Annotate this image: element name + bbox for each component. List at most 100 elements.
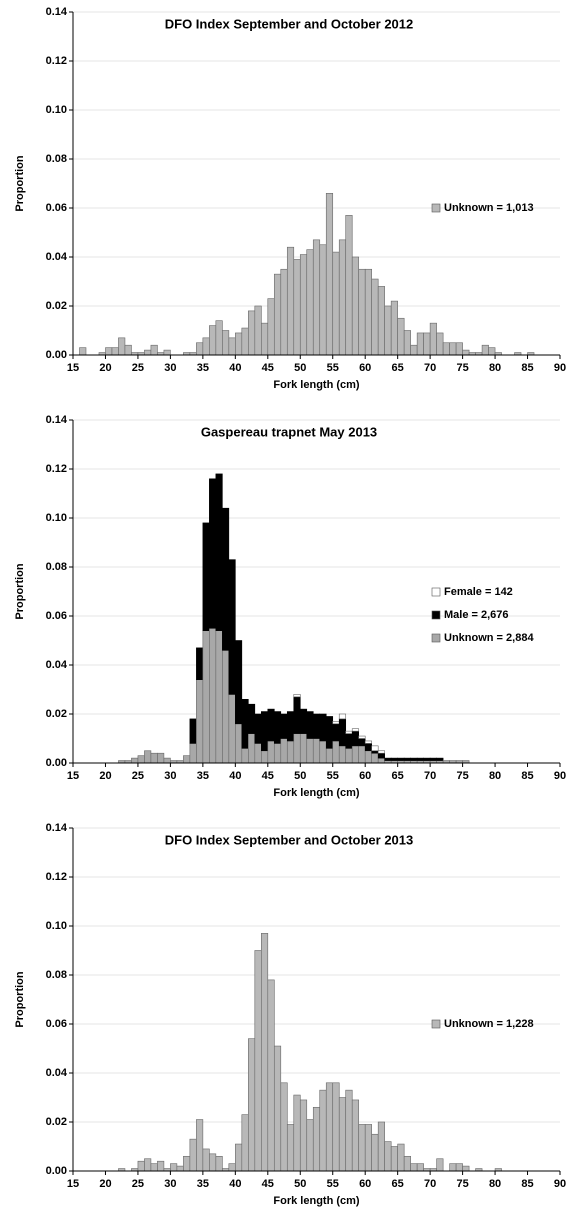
- x-tick-label: 80: [489, 770, 501, 782]
- bar: [273, 1045, 282, 1172]
- bar: [325, 747, 334, 764]
- bar: [345, 733, 353, 749]
- bar: [384, 757, 392, 761]
- bar: [384, 1141, 392, 1172]
- y-axis-label: Proportion: [14, 563, 26, 619]
- bar: [319, 740, 327, 764]
- x-tick-label: 50: [294, 1178, 306, 1190]
- bar: [267, 708, 275, 742]
- bar: [215, 630, 223, 764]
- bar: [403, 757, 411, 761]
- bar: [390, 757, 398, 761]
- bar: [325, 193, 334, 356]
- x-tick-label: 35: [197, 1178, 209, 1190]
- bar: [429, 322, 437, 356]
- bar: [384, 305, 392, 356]
- x-tick-label: 30: [164, 362, 176, 374]
- x-tick-label: 35: [197, 770, 209, 782]
- bar: [222, 507, 230, 651]
- x-tick-label: 85: [521, 362, 533, 374]
- bar: [254, 713, 262, 744]
- bar: [377, 1121, 385, 1172]
- bar: [248, 703, 256, 734]
- bar: [111, 347, 119, 356]
- bar: [410, 344, 418, 356]
- x-tick-label: 25: [132, 770, 144, 782]
- y-axis-label: Proportion: [14, 971, 26, 1027]
- legend-swatch: [431, 610, 441, 620]
- bar: [137, 755, 145, 764]
- bar: [299, 708, 308, 734]
- bar: [325, 1082, 334, 1172]
- bar: [196, 342, 204, 356]
- bar: [299, 733, 308, 764]
- bar: [377, 750, 385, 754]
- bar: [79, 347, 87, 356]
- bar: [358, 268, 366, 356]
- y-tick-label: 0.14: [46, 414, 68, 426]
- y-tick-label: 0.06: [46, 202, 67, 214]
- y-tick-label: 0.04: [46, 1067, 68, 1079]
- bar: [364, 740, 372, 744]
- bar: [423, 757, 431, 761]
- bar: [351, 745, 360, 764]
- bar: [481, 344, 489, 356]
- bar: [209, 627, 217, 764]
- bar: [228, 694, 236, 764]
- y-tick-label: 0.02: [46, 300, 67, 312]
- bar: [228, 559, 236, 695]
- y-tick-label: 0.02: [46, 1116, 67, 1128]
- x-axis-label: Fork length (cm): [273, 1195, 360, 1207]
- bar: [241, 1114, 249, 1172]
- bar: [280, 268, 288, 356]
- x-tick-label: 40: [229, 362, 241, 374]
- bar: [377, 286, 385, 356]
- x-tick-label: 70: [424, 362, 436, 374]
- legend-swatch: [431, 587, 441, 597]
- chart-title: Gaspereau trapnet May 2013: [201, 424, 377, 439]
- bar: [286, 1124, 295, 1172]
- bar: [189, 1138, 197, 1172]
- bar: [254, 950, 262, 1172]
- bar: [215, 320, 223, 356]
- bar: [332, 721, 340, 725]
- bar: [299, 1099, 308, 1172]
- bar: [332, 251, 340, 356]
- bar: [241, 747, 249, 764]
- bar: [267, 979, 275, 1172]
- x-tick-label: 80: [489, 362, 501, 374]
- bar: [488, 347, 496, 356]
- bar: [312, 1106, 321, 1172]
- bar: [351, 1099, 360, 1172]
- bar: [235, 640, 243, 725]
- bar: [312, 738, 321, 764]
- bar: [332, 740, 340, 764]
- y-tick-label: 0.12: [46, 55, 67, 67]
- bar: [358, 745, 366, 764]
- legend-label: Unknown = 1,013: [444, 202, 534, 214]
- bar: [416, 1163, 424, 1172]
- bar: [150, 752, 158, 764]
- x-tick-label: 35: [197, 362, 209, 374]
- y-tick-label: 0.00: [46, 1165, 67, 1177]
- bar: [299, 254, 308, 356]
- bar: [248, 310, 256, 356]
- bar: [280, 738, 288, 764]
- y-tick-label: 0.12: [46, 871, 67, 883]
- x-tick-label: 15: [67, 362, 79, 374]
- x-tick-label: 70: [424, 770, 436, 782]
- bar: [124, 344, 132, 356]
- bar: [189, 718, 197, 744]
- bar: [144, 349, 152, 356]
- bar: [455, 342, 463, 356]
- bar: [338, 718, 347, 747]
- bar: [403, 330, 411, 356]
- x-tick-label: 85: [521, 1178, 533, 1190]
- bar: [345, 1089, 353, 1172]
- x-tick-label: 50: [294, 362, 306, 374]
- bar: [312, 239, 321, 356]
- y-tick-label: 0.10: [46, 920, 67, 932]
- x-tick-label: 65: [392, 770, 404, 782]
- bar: [371, 1133, 379, 1172]
- bar: [261, 711, 269, 752]
